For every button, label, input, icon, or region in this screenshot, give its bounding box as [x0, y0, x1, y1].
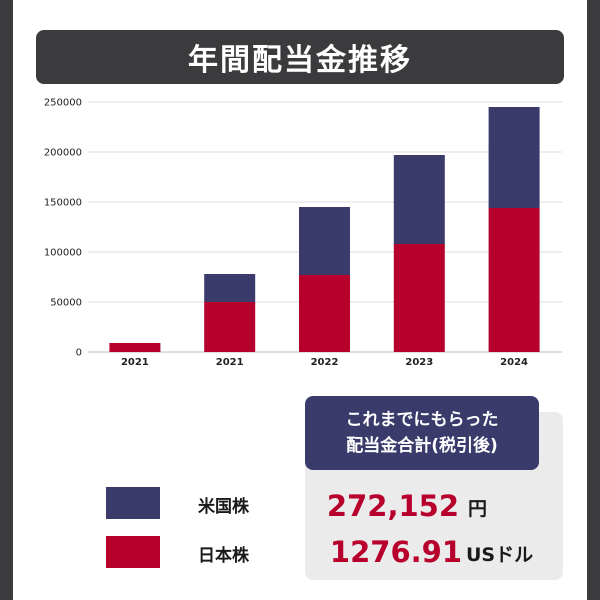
bar-米国株-2024: [488, 107, 540, 208]
bar-日本株-2023: [393, 244, 445, 352]
x-tick-label: 2021: [216, 357, 244, 368]
summary-header-line2: 配当金合計(税引後): [346, 436, 498, 456]
bar-米国株-2021: [204, 274, 256, 302]
bar-日本株-2021: [109, 343, 161, 352]
legend-swatch-jp: [106, 536, 160, 568]
y-tick-label: 100000: [44, 248, 82, 259]
summary-header: これまでにもらった 配当金合計(税引後): [305, 396, 539, 470]
bar-日本株-2024: [488, 208, 540, 352]
bar-日本株-2021: [204, 302, 256, 352]
yen-unit: 円: [468, 498, 488, 520]
x-tick-label: 2021: [121, 357, 149, 368]
summary-header-line1: これまでにもらった: [345, 410, 499, 430]
legend-label-us: 米国株: [198, 497, 249, 517]
usd-total-amount: 1276.91: [329, 535, 462, 569]
legend-swatch-us: [106, 487, 160, 519]
title-bar: 年間配当金推移: [36, 30, 564, 84]
dividend-bar-chart: 0 50000 100000 150000 200000 250000 2021 2021 20…: [44, 98, 562, 368]
y-tick-label: 50000: [50, 298, 82, 309]
y-tick-label: 250000: [44, 98, 82, 109]
bar-日本株-2022: [299, 275, 350, 352]
yen-total-amount: 272,152: [326, 489, 459, 523]
usd-unit: USドル: [466, 544, 534, 566]
x-tick-label: 2024: [500, 357, 528, 368]
x-tick-label: 2023: [405, 357, 433, 368]
page-title: 年間配当金推移: [188, 43, 412, 78]
y-tick-label: 0: [76, 348, 82, 359]
x-tick-label: 2022: [311, 357, 339, 368]
bar-米国株-2023: [393, 155, 445, 244]
y-tick-label: 150000: [44, 198, 82, 209]
bar-米国株-2022: [299, 207, 350, 275]
y-tick-label: 200000: [44, 148, 82, 159]
legend-label-jp: 日本株: [198, 546, 249, 566]
